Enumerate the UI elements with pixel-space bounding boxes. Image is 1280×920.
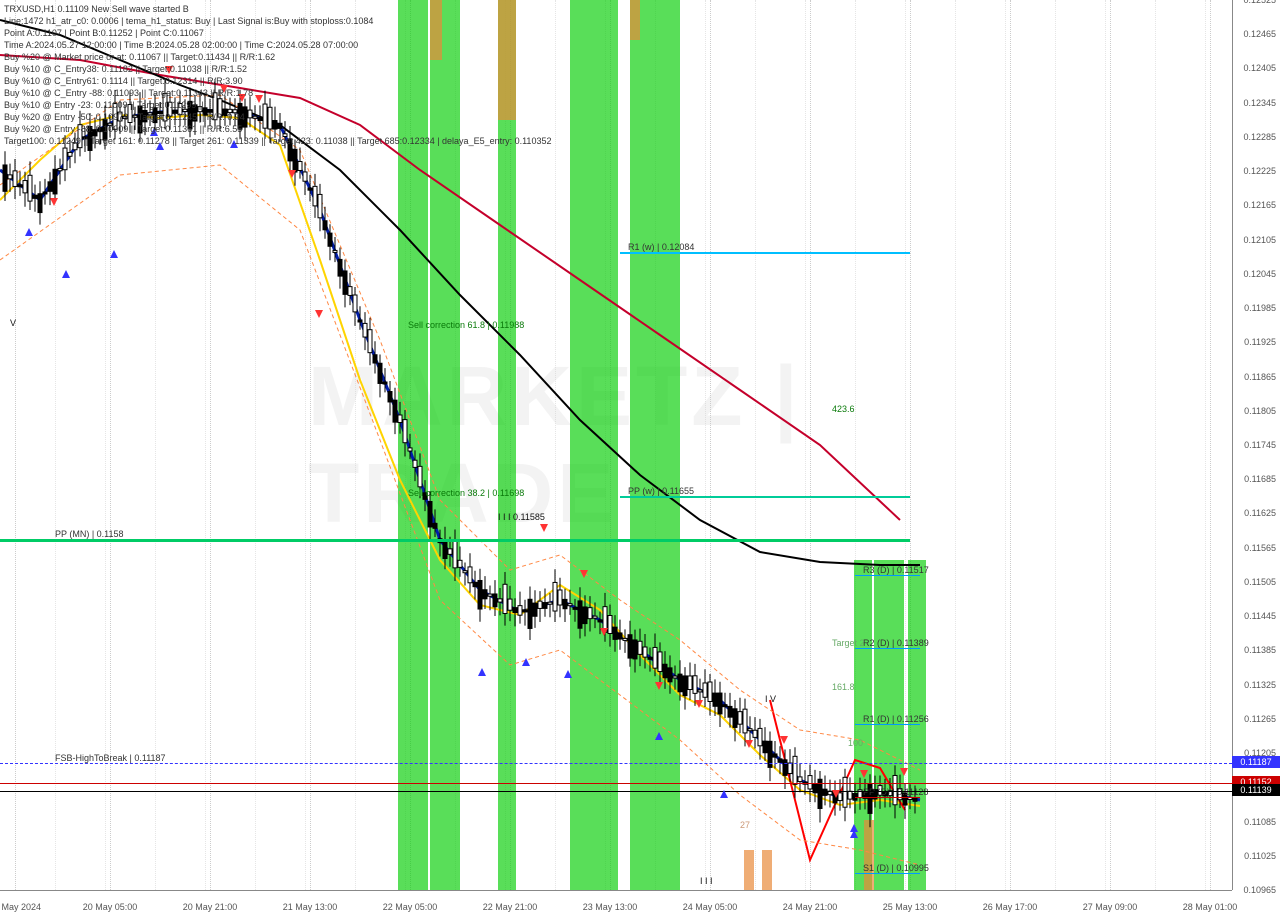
price-tag: 0.11139	[1232, 784, 1280, 796]
level-label: S1 (D) | 0.10995	[863, 863, 929, 873]
arrow-up-icon	[655, 732, 663, 740]
x-tick: 20 May 21:00	[183, 902, 238, 912]
x-tick: 28 May 01:00	[1183, 902, 1238, 912]
y-tick: 0.10965	[1243, 885, 1276, 895]
y-tick: 0.11985	[1244, 303, 1276, 313]
arrow-down-icon	[50, 198, 58, 206]
y-tick: 0.11925	[1244, 337, 1276, 347]
chart-annotation: I I I 0.11585	[498, 512, 545, 522]
y-tick: 0.12405	[1243, 63, 1276, 73]
chart-annotation: I V	[765, 694, 776, 704]
arrow-down-icon	[695, 700, 703, 708]
y-tick: 0.11745	[1244, 440, 1276, 450]
x-axis: 19 May 2024 20 May 05:00 20 May 21:00 21 Ma…	[0, 890, 1232, 920]
info-line: Buy %10 @ C_Entry38: 0.11182 || Target:0…	[4, 64, 247, 74]
level-label: PP (MN) | 0.1158	[55, 529, 124, 539]
y-tick: 0.12225	[1243, 166, 1276, 176]
info-line: Line:1472 h1_atr_c0: 0.0006 | tema_h1_st…	[4, 16, 373, 26]
arrow-up-icon	[62, 270, 70, 278]
info-line: Buy %20 @ Market price or at: 0.11067 ||…	[4, 52, 275, 62]
arrow-down-icon	[580, 570, 588, 578]
level-label: R1 (w) | 0.12084	[628, 242, 694, 252]
arrow-up-icon	[478, 668, 486, 676]
x-tick: 21 May 13:00	[283, 902, 338, 912]
x-tick: 22 May 05:00	[383, 902, 438, 912]
chart-annotation: Sell correction 61.8 | 0.11988	[408, 320, 524, 330]
level-label: R2 (D) | 0.11389	[863, 638, 929, 648]
chart-annotation: 100	[848, 738, 863, 748]
x-tick: 25 May 13:00	[883, 902, 938, 912]
y-tick: 0.12165	[1243, 200, 1276, 210]
price-tag: 0.11187	[1232, 756, 1280, 768]
info-line: Buy %10 @ C_Entry -88: 0.11093 || Target…	[4, 88, 253, 98]
arrow-up-icon	[25, 228, 33, 236]
level-label: PP (w) | 0.11655	[628, 486, 694, 496]
arrow-down-icon	[745, 740, 753, 748]
y-tick: 0.11505	[1244, 577, 1276, 587]
y-tick: 0.12045	[1243, 269, 1276, 279]
arrow-down-icon	[832, 790, 840, 798]
arrow-down-icon	[900, 768, 908, 776]
y-tick: 0.11085	[1244, 817, 1276, 827]
y-tick: 0.11625	[1244, 508, 1276, 518]
y-axis: 0.12525 0.12465 0.12405 0.12345 0.12285 0.122…	[1232, 0, 1280, 890]
arrow-down-icon	[540, 524, 548, 532]
x-tick: 24 May 05:00	[683, 902, 738, 912]
x-tick: 26 May 17:00	[983, 902, 1038, 912]
chart-annotation: 27	[740, 820, 750, 830]
y-tick: 0.12465	[1243, 29, 1276, 39]
chart-annotation: 423.6	[832, 404, 855, 414]
y-tick: 0.11685	[1244, 474, 1276, 484]
info-line: Time A:2024.05.27 12:00:00 | Time B:2024…	[4, 40, 358, 50]
x-tick: 19 May 2024	[0, 902, 41, 912]
chart-plot-area[interactable]: MARKETZ | TRADE R1 (w) | 0.12084PP (w) |…	[0, 0, 1232, 890]
level-label: R3 (D) | 0.11517	[863, 565, 929, 575]
info-line: Target100: 0.11249 || Target 161: 0.1127…	[4, 136, 551, 146]
y-tick: 0.12285	[1243, 132, 1276, 142]
info-line: Buy %10 @ C_Entry61: 0.1114 || Target:0.…	[4, 76, 243, 86]
arrow-down-icon	[255, 95, 263, 103]
x-tick: 24 May 21:00	[783, 902, 838, 912]
chart-annotation: Target 2	[832, 638, 865, 648]
x-tick: 22 May 21:00	[483, 902, 538, 912]
chart-annotation: 161.8	[832, 682, 855, 692]
arrow-up-icon	[720, 790, 728, 798]
arrow-down-icon	[655, 682, 663, 690]
chart-annotation: Sell correction 38.2 | 0.11698	[408, 488, 524, 498]
y-tick: 0.11865	[1244, 372, 1276, 382]
info-line: Buy %10 @ Entry -23: 0.11009 || Target:0…	[4, 100, 204, 110]
arrow-up-icon	[522, 658, 530, 666]
y-tick: 0.11565	[1244, 543, 1276, 553]
y-tick: 0.11325	[1244, 680, 1276, 690]
y-tick: 0.12345	[1243, 98, 1276, 108]
y-tick: 0.12525	[1243, 0, 1276, 5]
arrow-down-icon	[860, 770, 868, 778]
chart-annotation: I I I	[700, 876, 713, 886]
level-label: FSB-HighToBreak | 0.11187	[55, 753, 166, 763]
arrow-down-icon	[288, 170, 296, 178]
x-tick: 23 May 13:00	[583, 902, 638, 912]
arrow-down-icon	[780, 736, 788, 744]
y-tick: 0.11265	[1244, 714, 1276, 724]
x-tick: 20 May 05:00	[83, 902, 138, 912]
level-label: R1 (D) | 0.11256	[863, 714, 929, 724]
y-tick: 0.11445	[1244, 611, 1276, 621]
info-line: Buy %20 @ Entry -50: 0.10979 || Target:0…	[4, 112, 245, 122]
level-label: PP (D) | 0.11128	[863, 787, 928, 797]
y-tick: 0.11385	[1244, 645, 1276, 655]
arrow-down-icon	[315, 310, 323, 318]
arrow-up-icon	[850, 830, 858, 838]
x-tick: 27 May 09:00	[1083, 902, 1138, 912]
arrow-up-icon	[110, 250, 118, 258]
info-line: Buy %20 @ Entry -88: 0.10909 || Target:0…	[4, 124, 242, 134]
arrow-up-icon	[564, 670, 572, 678]
arrow-down-icon	[600, 628, 608, 636]
chart-annotation: V	[10, 318, 16, 328]
info-line: TRXUSD,H1 0.11109 New Sell wave started …	[4, 4, 189, 14]
y-tick: 0.11805	[1244, 406, 1276, 416]
y-tick: 0.12105	[1243, 235, 1276, 245]
y-tick: 0.11025	[1244, 851, 1276, 861]
info-line: Point A:0.1107 | Point B:0.11252 | Point…	[4, 28, 204, 38]
